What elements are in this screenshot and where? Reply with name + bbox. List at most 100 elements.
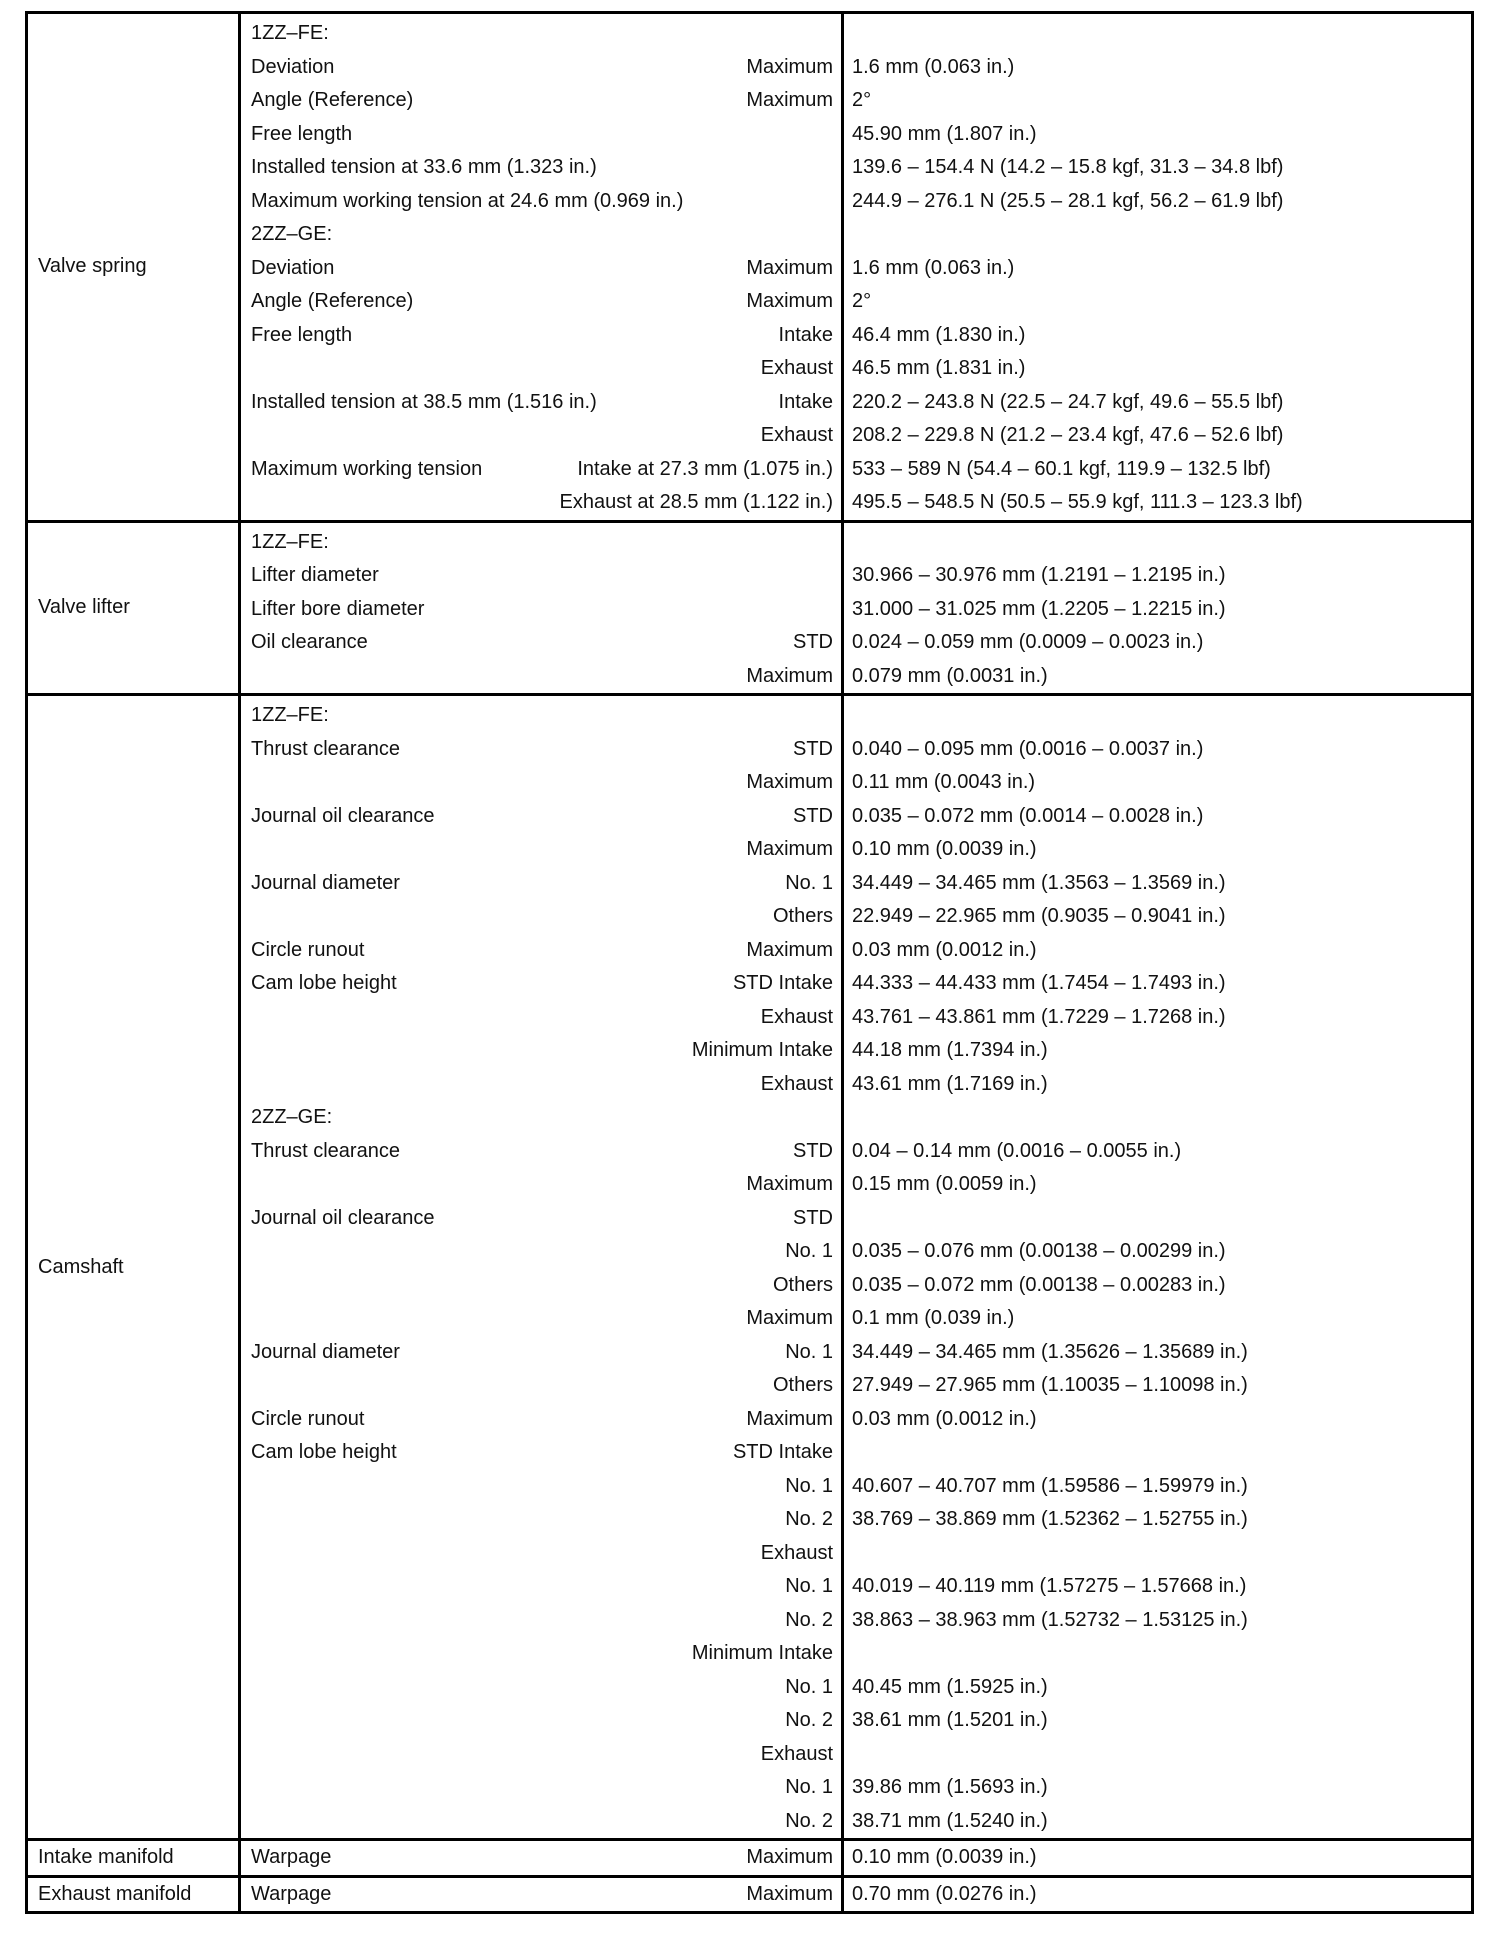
spec-row-item: Journal oil clearance STD — [241, 1202, 841, 1236]
spec-row-item: Exhaust — [241, 1001, 841, 1035]
spec-value: 139.6 – 154.4 N (14.2 – 15.8 kgf, 31.3 –… — [852, 156, 1284, 178]
spec-row-item: No. 1 — [241, 1570, 841, 1604]
spec-row-item: 1ZZ–FE: — [241, 699, 841, 733]
spec-row-item: No. 2 — [241, 1604, 841, 1638]
value-cell: 30.966 – 30.976 mm (1.2191 – 1.2195 in.)… — [841, 519, 1474, 696]
category-label: Exhaust manifold — [38, 1882, 192, 1905]
item-qualifier: Maximum — [746, 1307, 833, 1329]
section-camshaft: Camshaft 1ZZ–FE: Thrust clearance STD Maximu… — [25, 693, 1474, 1841]
spec-row-item: Exhaust — [241, 419, 841, 453]
spec-row-item: No. 1 — [241, 1671, 841, 1705]
item-name: Journal oil clearance — [251, 1206, 435, 1229]
item-qualifier: No. 1 — [785, 1240, 833, 1262]
spec-row-item: Exhaust — [241, 1537, 841, 1571]
spec-value: 0.70 mm (0.0276 in.) — [852, 1882, 1037, 1905]
item-name: Cam lobe height — [251, 972, 397, 994]
item-name: Thrust clearance — [251, 1139, 400, 1162]
spec-value: 0.035 – 0.072 mm (0.0014 – 0.0028 in.) — [852, 804, 1204, 827]
spec-value: 34.449 – 34.465 mm (1.35626 – 1.35689 in… — [852, 1340, 1248, 1363]
spec-value: 46.4 mm (1.830 in.) — [852, 323, 1026, 346]
spec-value: 38.863 – 38.963 mm (1.52732 – 1.53125 in… — [852, 1608, 1248, 1631]
category-cell: Camshaft — [25, 693, 241, 1841]
item-cell: Warpage Maximum — [238, 1874, 844, 1914]
category-label: Valve spring — [38, 255, 147, 278]
spec-value: 27.949 – 27.965 mm (1.10035 – 1.10098 in… — [852, 1374, 1248, 1396]
spec-value: 244.9 – 276.1 N (25.5 – 28.1 kgf, 56.2 –… — [852, 189, 1284, 212]
item-qualifier: Exhaust — [760, 1541, 833, 1564]
spec-value: 0.079 mm (0.0031 in.) — [852, 664, 1048, 687]
spec-row-item: Warpage Maximum — [241, 1841, 841, 1875]
value-cell: 0.70 mm (0.0276 in.) — [841, 1874, 1474, 1914]
spec-value: 0.04 – 0.14 mm (0.0016 – 0.0055 in.) — [852, 1139, 1182, 1162]
spec-value: 533 – 589 N (54.4 – 60.1 kgf, 119.9 – 13… — [852, 457, 1271, 480]
item-qualifier: STD — [793, 804, 833, 827]
spec-row-item: Maximum working tension Intake at 27.3 mm… — [241, 453, 841, 487]
item-qualifier: STD — [793, 631, 833, 653]
item-cell: 1ZZ–FE: Lifter diameter Lifter bore diamet… — [238, 519, 844, 696]
item-qualifier: Maximum — [746, 664, 833, 687]
item-name: 1ZZ–FE: — [251, 704, 329, 726]
item-qualifier: Minimum Intake — [691, 1039, 833, 1061]
item-qualifier: No. 1 — [785, 1675, 833, 1698]
spec-row-item: 2ZZ–GE: — [241, 218, 841, 252]
item-name: Journal oil clearance — [251, 804, 435, 827]
item-qualifier: No. 1 — [785, 871, 833, 894]
spec-value: 38.61 mm (1.5201 in.) — [852, 1709, 1048, 1731]
category-cell: Valve spring — [25, 11, 241, 523]
spec-row-item: No. 2 — [241, 1704, 841, 1738]
item-name: Lifter diameter — [251, 564, 379, 586]
category-label: Intake manifold — [38, 1846, 174, 1869]
item-qualifier: Exhaust — [760, 424, 833, 446]
item-cell: 1ZZ–FE: Deviation Maximum Angle (Reference)… — [238, 11, 844, 523]
item-qualifier: Maximum — [746, 771, 833, 793]
item-name: Journal diameter — [251, 1340, 400, 1363]
item-qualifier: Intake — [778, 390, 833, 413]
spec-row-item: Deviation Maximum — [241, 51, 841, 85]
item-qualifier: No. 2 — [785, 1608, 833, 1631]
item-qualifier: Exhaust — [760, 1072, 833, 1095]
item-qualifier: No. 2 — [785, 1809, 833, 1832]
item-qualifier: Maximum — [746, 1407, 833, 1430]
spec-value — [844, 1738, 1471, 1772]
spec-value: 220.2 – 243.8 N (22.5 – 24.7 kgf, 49.6 –… — [852, 390, 1284, 413]
spec-row-item: Journal oil clearance STD — [241, 800, 841, 834]
spec-row-item: Thrust clearance STD — [241, 1135, 841, 1169]
spec-value: 2° — [852, 290, 872, 312]
item-qualifier: Maximum — [746, 1882, 833, 1905]
section-exhaust-manifold: Exhaust manifold Warpage Maximum 0.70 mm (0… — [25, 1874, 1474, 1914]
spec-row-item: Warpage Maximum — [241, 1878, 841, 1912]
item-name: Deviation — [251, 55, 335, 78]
spec-row-item: No. 2 — [241, 1805, 841, 1839]
spec-value: 0.040 – 0.095 mm (0.0016 – 0.0037 in.) — [852, 737, 1204, 760]
item-qualifier: Exhaust — [760, 1742, 833, 1765]
item-qualifier: Maximum — [746, 1846, 833, 1868]
spec-value: 31.000 – 31.025 mm (1.2205 – 1.2215 in.) — [852, 597, 1226, 620]
spec-value: 43.61 mm (1.7169 in.) — [852, 1072, 1048, 1095]
value-cell: 0.040 – 0.095 mm (0.0016 – 0.0037 in.) 0.… — [841, 693, 1474, 1841]
item-name: Warpage — [251, 1846, 332, 1868]
item-name: Deviation — [251, 256, 335, 279]
spec-value: 208.2 – 229.8 N (21.2 – 23.4 kgf, 47.6 –… — [852, 424, 1284, 446]
item-qualifier: Intake at 27.3 mm (1.075 in.) — [577, 457, 833, 480]
spec-value: 30.966 – 30.976 mm (1.2191 – 1.2195 in.) — [852, 564, 1226, 586]
spec-value: 40.607 – 40.707 mm (1.59586 – 1.59979 in… — [852, 1474, 1248, 1497]
item-name: Cam lobe height — [251, 1441, 397, 1463]
spec-row-item: Free length — [241, 118, 841, 152]
item-qualifier: Maximum — [746, 1173, 833, 1195]
spec-row-item: Others — [241, 900, 841, 934]
value-cell: 0.10 mm (0.0039 in.) — [841, 1838, 1474, 1878]
spec-row-item: Maximum — [241, 1302, 841, 1336]
item-qualifier: No. 1 — [785, 1575, 833, 1597]
item-cell: 1ZZ–FE: Thrust clearance STD Maximum Journal… — [238, 693, 844, 1841]
spec-row-item: Cam lobe height STD Intake — [241, 1436, 841, 1470]
spec-row-item: Minimum Intake — [241, 1637, 841, 1671]
item-qualifier: Exhaust at 28.5 mm (1.122 in.) — [559, 491, 833, 513]
spec-value — [844, 526, 1471, 560]
spec-row-item: Installed tension at 33.6 mm (1.323 in.) — [241, 151, 841, 185]
spec-row-item: Lifter diameter — [241, 559, 841, 593]
item-qualifier: No. 1 — [785, 1474, 833, 1497]
item-qualifier: No. 2 — [785, 1709, 833, 1731]
spec-value: 1.6 mm (0.063 in.) — [852, 256, 1015, 279]
spec-value: 44.18 mm (1.7394 in.) — [852, 1039, 1048, 1061]
item-qualifier: STD Intake — [732, 972, 833, 994]
